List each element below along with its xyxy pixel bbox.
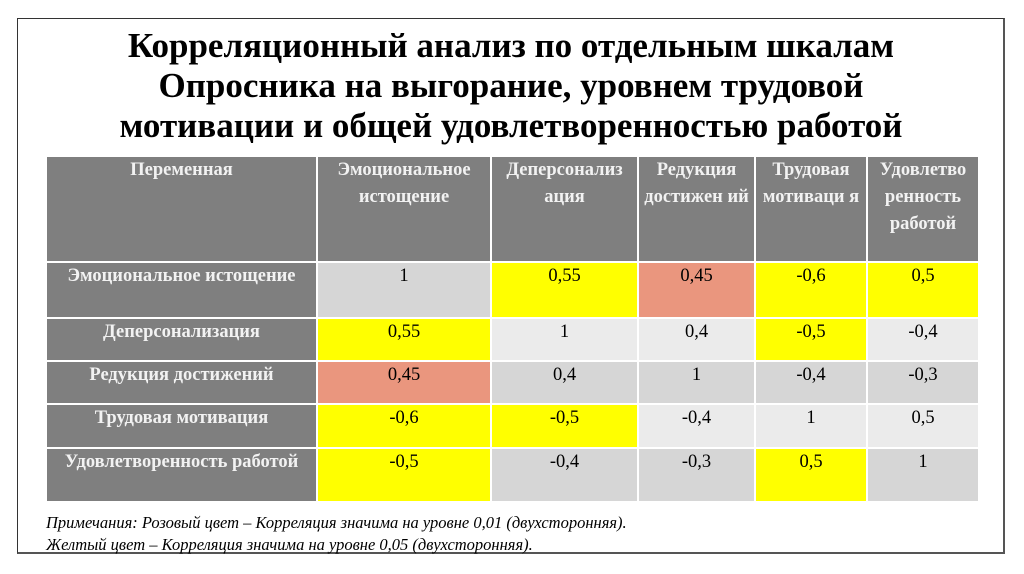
table-cell: -0,6 — [754, 261, 868, 319]
table-row: Редукция достижений 0,45 0,4 1 -0,4 -0,3 — [45, 360, 980, 405]
table-cell: 0,55 — [316, 317, 492, 362]
table-cell: -0,3 — [637, 447, 756, 503]
table-cell: 1 — [316, 261, 492, 319]
table-cell: -0,3 — [866, 360, 980, 405]
table-cell: 0,4 — [490, 360, 639, 405]
slide-title: Корреляционный анализ по отдельным шкала… — [17, 26, 1005, 146]
row-label: Эмоциональное истощение — [45, 261, 318, 319]
correlation-table: Переменная Эмоциональное истощение Депер… — [45, 155, 980, 503]
table-cell: -0,4 — [637, 403, 756, 449]
table-row: Эмоциональное истощение 1 0,55 0,45 -0,6… — [45, 261, 980, 319]
note-pink-significance: Примечания: Розовый цвет – Корреляция зн… — [46, 513, 627, 532]
table-cell: -0,5 — [754, 317, 868, 362]
table-cell: 0,55 — [490, 261, 639, 319]
table-cell: 0,5 — [754, 447, 868, 503]
table-cell: -0,4 — [866, 317, 980, 362]
table-header-row: Переменная Эмоциональное истощение Депер… — [45, 155, 980, 263]
table-cell: 0,5 — [866, 403, 980, 449]
title-line-1: Корреляционный анализ по отдельным шкала… — [127, 26, 895, 65]
table-cell: 1 — [490, 317, 639, 362]
row-label: Трудовая мотивация — [45, 403, 318, 449]
table-row: Деперсонализация 0,55 1 0,4 -0,5 -0,4 — [45, 317, 980, 362]
table-cell: 0,45 — [637, 261, 756, 319]
table-row: Трудовая мотивация -0,6 -0,5 -0,4 1 0,5 — [45, 403, 980, 449]
table-cell: -0,6 — [316, 403, 492, 449]
title-line-3: мотивации и общей удовлетворенностью раб… — [119, 106, 903, 145]
row-label: Удовлетворенность работой — [45, 447, 318, 503]
row-label: Редукция достижений — [45, 360, 318, 405]
table-cell: 1 — [637, 360, 756, 405]
table-row: Удовлетворенность работой -0,5 -0,4 -0,3… — [45, 447, 980, 503]
note-yellow-significance: Желтый цвет – Корреляция значима на уров… — [46, 535, 533, 554]
title-line-2: Опросника на выгорание, уровнем трудовой — [158, 66, 864, 105]
header-work-motivation: Трудовая мотиваци я — [754, 155, 868, 263]
header-job-satisfaction: Удовлетво ренность работой — [866, 155, 980, 263]
row-label: Деперсонализация — [45, 317, 318, 362]
header-achievement-reduction: Редукция достижен ий — [637, 155, 756, 263]
table-cell: 0,45 — [316, 360, 492, 405]
header-variable: Переменная — [45, 155, 318, 263]
table-cell: -0,5 — [316, 447, 492, 503]
table-cell: 1 — [866, 447, 980, 503]
table-cell: 1 — [754, 403, 868, 449]
table-cell: -0,4 — [754, 360, 868, 405]
header-depersonalization: Деперсонализ ация — [490, 155, 639, 263]
table-cell: 0,4 — [637, 317, 756, 362]
table-cell: 0,5 — [866, 261, 980, 319]
table-notes: Примечания: Розовый цвет – Корреляция зн… — [46, 512, 627, 556]
table-cell: -0,4 — [490, 447, 639, 503]
table-cell: -0,5 — [490, 403, 639, 449]
header-emotional-exhaustion: Эмоциональное истощение — [316, 155, 492, 263]
